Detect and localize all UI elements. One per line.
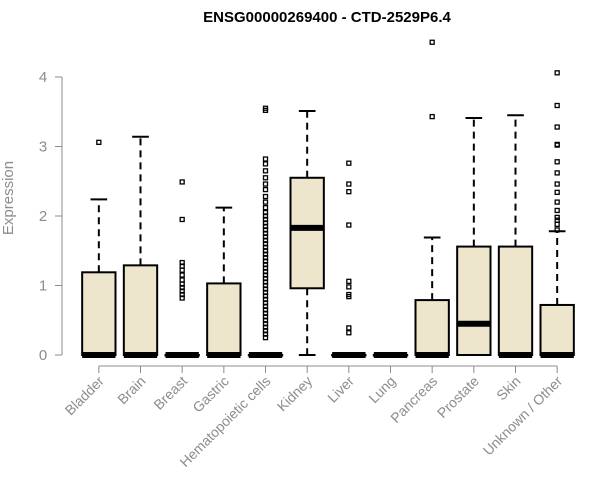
outlier-point xyxy=(346,293,352,300)
outlier-point xyxy=(262,199,269,205)
x-tick-label: Kidney xyxy=(274,373,316,415)
outlier-point xyxy=(262,181,269,187)
x-tick-label: Unknown / Other xyxy=(480,373,566,459)
box-rect xyxy=(81,271,117,357)
outlier-point xyxy=(554,217,560,223)
box-rect xyxy=(289,176,325,290)
box-rect xyxy=(456,245,492,356)
box-bladder xyxy=(81,139,117,358)
outlier-point xyxy=(554,221,560,227)
outlier-point xyxy=(179,277,185,283)
outlier-point xyxy=(262,334,269,341)
x-tick-label: Brain xyxy=(114,373,148,407)
x-tick-label: Bladder xyxy=(62,373,108,419)
outlier-point xyxy=(554,207,560,214)
box-rect xyxy=(122,264,159,356)
outlier-point xyxy=(554,159,560,165)
y-axis-label: Expression xyxy=(0,161,17,235)
box-unknown-other xyxy=(539,70,575,358)
outlier-point xyxy=(346,189,352,195)
outlier-point xyxy=(554,142,560,148)
outlier-point xyxy=(554,227,560,233)
box-rect xyxy=(497,245,534,356)
outlier-point xyxy=(179,179,185,185)
box-kidney xyxy=(289,110,325,356)
box-prostate xyxy=(456,117,492,356)
box-pancreas xyxy=(414,39,450,358)
outlier-point xyxy=(554,102,560,109)
outlier-point xyxy=(262,168,269,174)
outlier-point xyxy=(262,161,269,167)
x-tick-label: Skin xyxy=(493,373,524,404)
outlier-point xyxy=(179,272,185,278)
outlier-point xyxy=(262,107,269,114)
y-axis: 0 1 2 3 4 xyxy=(39,69,63,364)
outlier-point xyxy=(554,70,560,76)
box-rect xyxy=(414,299,450,356)
outlier-point xyxy=(554,181,560,187)
x-tick-label: Liver xyxy=(324,373,357,406)
y-tick-label: 4 xyxy=(39,69,47,86)
outlier-point xyxy=(554,170,560,176)
box-gastric xyxy=(206,206,242,358)
outlier-point xyxy=(346,284,352,290)
outlier-point xyxy=(262,186,269,193)
chart-title: ENSG00000269400 - CTD-2529P6.4 xyxy=(203,9,451,26)
outlier-point xyxy=(346,160,352,166)
y-tick-label: 3 xyxy=(39,139,47,156)
outlier-point xyxy=(554,124,560,130)
x-tick-label: Prostate xyxy=(434,373,482,421)
boxes-group xyxy=(81,39,575,358)
box-liver xyxy=(331,160,367,358)
outlier-point xyxy=(429,39,435,45)
box-rect xyxy=(539,303,575,356)
box-breast xyxy=(164,179,200,358)
outlier-point xyxy=(346,330,352,336)
x-tick-label: Lung xyxy=(365,373,398,406)
outlier-point xyxy=(262,205,269,211)
y-tick-label: 2 xyxy=(39,208,47,225)
outlier-point xyxy=(346,278,352,284)
outlier-point xyxy=(262,193,269,200)
outlier-point xyxy=(179,267,185,273)
outlier-point xyxy=(346,181,352,187)
outlier-point xyxy=(262,175,269,181)
outlier-point xyxy=(554,214,560,221)
outlier-point xyxy=(346,325,352,331)
outlier-point xyxy=(346,222,352,228)
outlier-point xyxy=(429,113,435,120)
x-tick-label: Breast xyxy=(150,373,190,413)
box-rect xyxy=(206,282,242,357)
outlier-point xyxy=(554,199,560,205)
y-tick-label: 1 xyxy=(39,278,47,295)
box-skin xyxy=(497,114,534,358)
outlier-point xyxy=(179,295,185,301)
box-hematopoietic-cells xyxy=(247,105,284,358)
y-tick-label: 0 xyxy=(39,347,47,364)
outlier-point xyxy=(179,216,185,223)
box-lung xyxy=(372,352,409,358)
outlier-point xyxy=(554,189,560,196)
outlier-point xyxy=(262,156,269,162)
outlier-point xyxy=(179,263,185,269)
box-brain xyxy=(122,135,159,358)
outlier-point xyxy=(96,139,102,145)
